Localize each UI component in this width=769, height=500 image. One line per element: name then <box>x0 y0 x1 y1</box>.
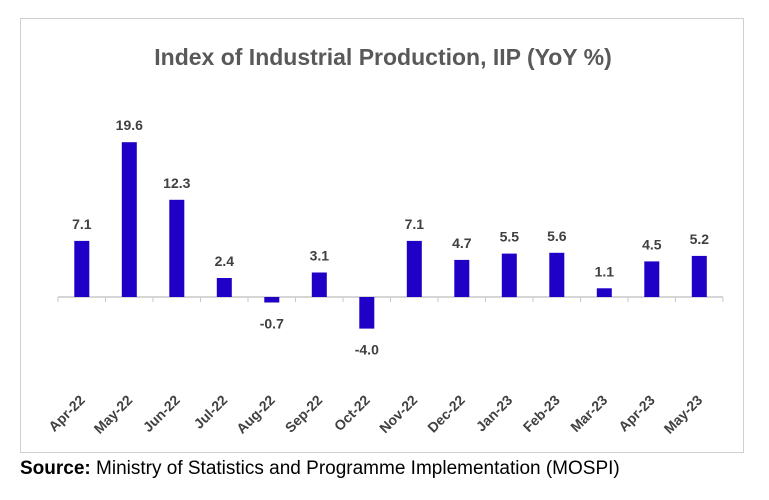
bar <box>454 259 470 297</box>
x-tick-label: Jan-23 <box>473 392 516 435</box>
data-label: 5.2 <box>690 231 710 247</box>
chart-frame: Index of Industrial Production, IIP (YoY… <box>20 18 744 453</box>
data-label: -0.7 <box>260 316 284 332</box>
x-tick-label: Feb-23 <box>520 392 563 435</box>
x-tick-label: Jul-22 <box>190 392 230 432</box>
bar <box>691 255 707 297</box>
chart-area: Index of Industrial Production, IIP (YoY… <box>45 44 724 437</box>
bar <box>359 297 375 329</box>
bar <box>549 252 565 297</box>
x-tick-label: May-22 <box>91 392 136 437</box>
x-tick-label: Mar-23 <box>567 392 610 435</box>
x-axis-ticks <box>57 297 724 302</box>
x-tick-label: May-23 <box>661 392 706 437</box>
data-label: 4.5 <box>642 236 662 252</box>
x-tick-label: Nov-22 <box>376 392 420 436</box>
x-tick-label: Dec-22 <box>424 392 468 436</box>
bar <box>596 288 612 297</box>
data-labels: 7.1 19.6 12.3 2.4 -0.7 3.1 -4.0 7.1 4.7 5.5 5.6 1.1… <box>72 117 709 357</box>
x-tick-labels: Apr-22 May-22 Jun-22 Jul-22 Aug-22 Sep-22 Oct-… <box>45 392 705 437</box>
x-tick-label: Apr-23 <box>615 392 658 435</box>
source-label: Source: <box>20 458 91 479</box>
bar <box>644 261 660 297</box>
chart-title: Index of Industrial Production, IIP (YoY… <box>154 44 611 70</box>
bar <box>406 240 422 297</box>
data-label: 7.1 <box>72 216 92 232</box>
data-label: 1.1 <box>595 263 615 279</box>
data-label: 5.5 <box>500 229 520 245</box>
bar <box>121 142 137 297</box>
x-tick-label: Oct-22 <box>331 392 373 434</box>
data-label: 4.7 <box>452 235 472 251</box>
data-label: 3.1 <box>310 248 330 264</box>
x-tick-label: Aug-22 <box>233 392 278 437</box>
data-label: 19.6 <box>116 117 143 133</box>
data-label: 5.6 <box>547 228 567 244</box>
bar <box>501 253 517 298</box>
source-text: Ministry of Statistics and Programme Imp… <box>90 458 620 479</box>
data-label: 2.4 <box>215 253 235 269</box>
bar-series <box>74 142 707 329</box>
bar <box>169 199 185 297</box>
bar <box>264 297 280 303</box>
data-label: 12.3 <box>163 175 190 191</box>
x-tick-label: Apr-22 <box>45 392 88 435</box>
x-tick-label: Jun-22 <box>140 392 183 435</box>
x-tick-label: Sep-22 <box>282 392 326 436</box>
data-label: 7.1 <box>405 216 425 232</box>
bar <box>74 240 90 297</box>
bar <box>216 278 232 297</box>
source-note: Source: Ministry of Statistics and Progr… <box>20 458 620 480</box>
bar <box>311 272 327 297</box>
data-label: -4.0 <box>355 342 379 358</box>
